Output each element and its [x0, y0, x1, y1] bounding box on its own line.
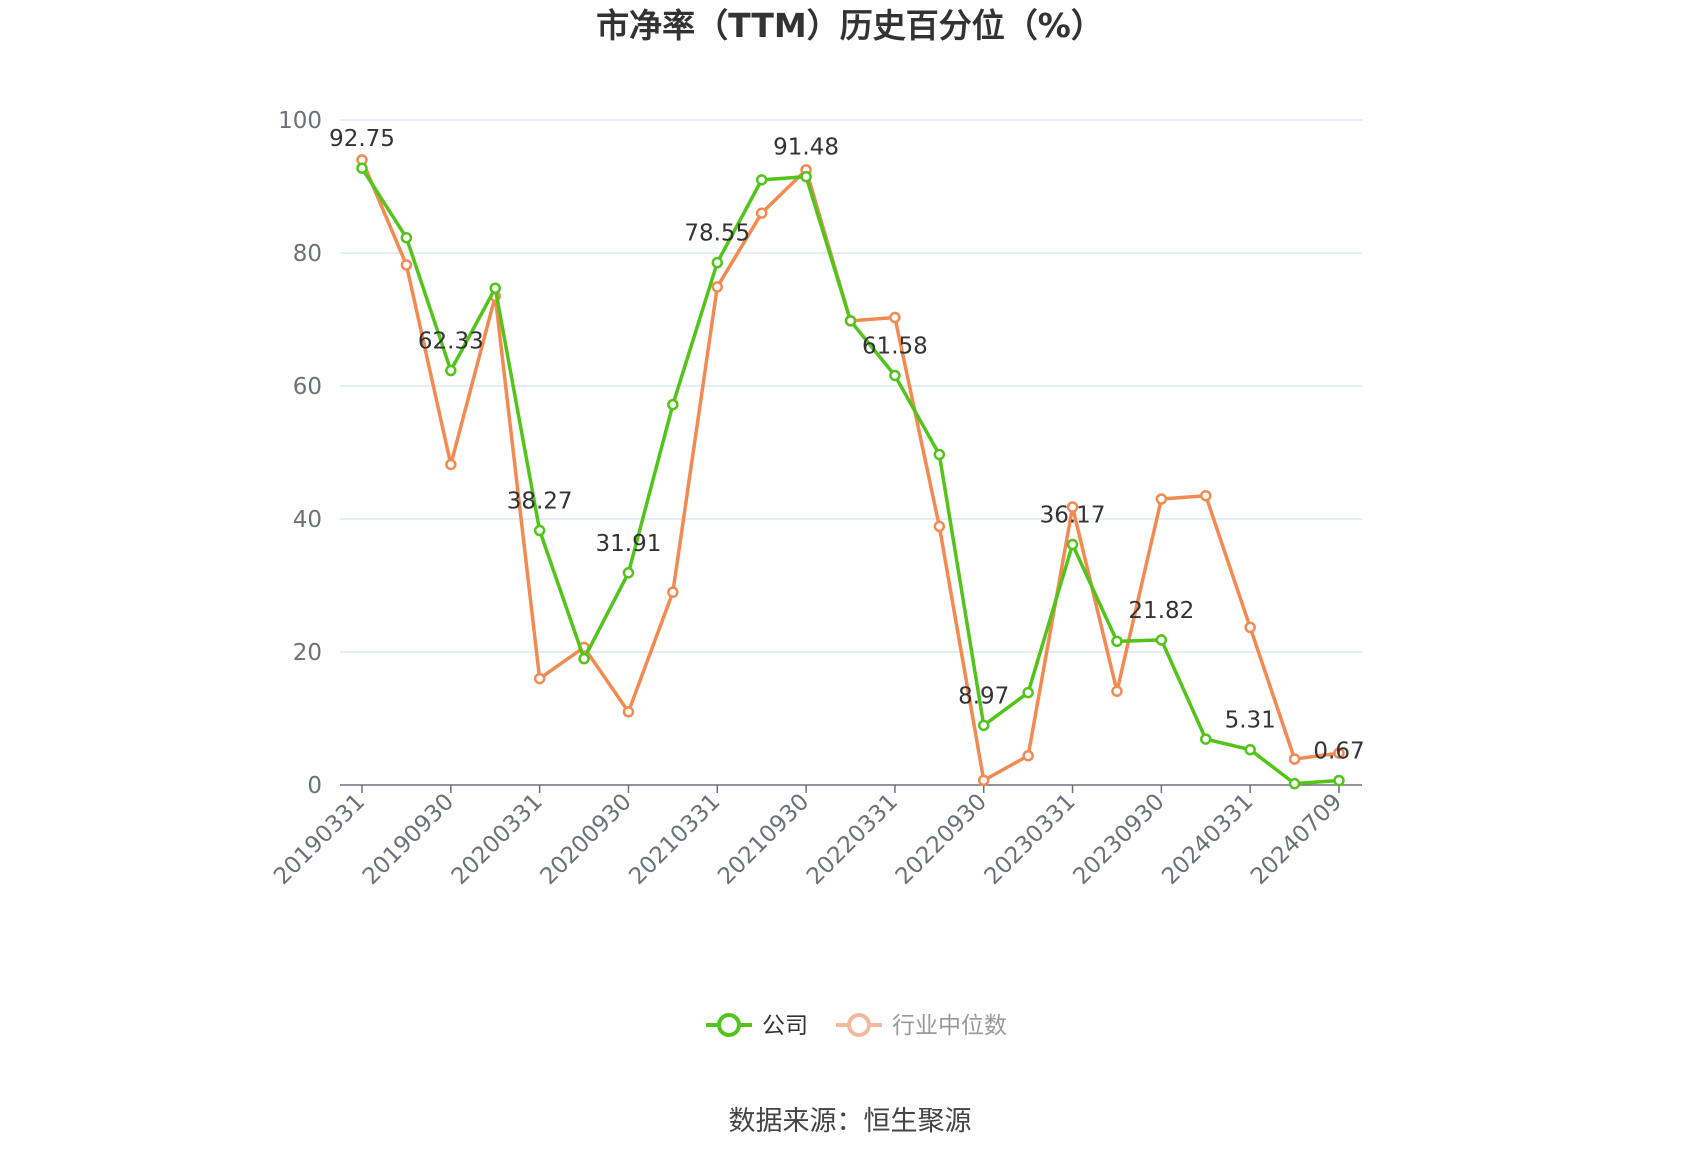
axes: 0 20 40 60 80 100 2019033120190930202003312020…: [269, 108, 1362, 890]
company-data-point[interactable]: [933, 448, 946, 461]
company-data-point[interactable]: [667, 398, 679, 411]
industry-data-point[interactable]: [667, 586, 679, 598]
company-data-point[interactable]: [1244, 743, 1256, 756]
data-labels: 92.75 62.33 38.27 31.91 78.55 91.48 61.58 8.97 3…: [329, 126, 1365, 764]
x-tick-label: 20200930: [536, 789, 637, 890]
company-data-point[interactable]: [356, 162, 368, 174]
x-tick-label: 20230930: [1068, 789, 1169, 890]
x-tick-label: 20210930: [713, 789, 814, 890]
industry-data-point[interactable]: [889, 311, 901, 324]
company-data-label: 61.58: [862, 333, 928, 359]
company-data-point[interactable]: [400, 231, 413, 244]
y-tick-label: 0: [307, 773, 322, 799]
company-data-label: 38.27: [507, 489, 573, 515]
industry-data-point[interactable]: [1200, 489, 1212, 502]
x-tick-label: 20200331: [447, 789, 548, 890]
x-tick-label: 20210331: [624, 789, 725, 890]
company-data-label: 31.91: [596, 531, 662, 557]
legend-industry-marker-icon: [847, 1013, 871, 1037]
company-data-point[interactable]: [1111, 635, 1123, 648]
grid-lines: [340, 119, 1362, 653]
company-data-point[interactable]: [1155, 634, 1168, 646]
y-tick-label: 60: [293, 374, 322, 400]
x-tick-label: 20240331: [1157, 789, 1258, 890]
company-data-point[interactable]: [711, 256, 724, 269]
company-data-point[interactable]: [1200, 733, 1212, 745]
x-tick-label: 20220930: [891, 789, 992, 890]
company-data-label: 92.75: [329, 126, 395, 152]
x-tick-label: 20220331: [802, 789, 903, 890]
industry-data-point[interactable]: [1288, 753, 1301, 765]
y-tick-label: 80: [293, 241, 322, 267]
company-data-point[interactable]: [445, 364, 457, 377]
legend[interactable]: 公司 行业中位数: [706, 1013, 1007, 1039]
company-data-point[interactable]: [533, 524, 546, 537]
industry-data-point[interactable]: [533, 672, 546, 685]
company-data-label: 5.31: [1225, 708, 1276, 734]
company-data-point[interactable]: [1333, 774, 1345, 787]
legend-item-industry[interactable]: 行业中位数: [836, 1013, 1007, 1039]
company-data-label: 62.33: [418, 329, 484, 355]
industry-data-point[interactable]: [711, 281, 724, 293]
industry-data-point[interactable]: [1333, 747, 1345, 759]
company-data-point[interactable]: [1066, 538, 1079, 551]
company-data-point[interactable]: [889, 369, 901, 382]
company-series-line: [360, 166, 1341, 786]
x-tick-label: 20190930: [358, 789, 459, 890]
industry-data-point[interactable]: [1022, 749, 1034, 762]
company-data-point[interactable]: [755, 174, 768, 186]
company-data-point[interactable]: [1022, 686, 1034, 699]
company-data-label: 78.55: [684, 221, 750, 247]
y-tick-label: 40: [293, 507, 322, 533]
legend-item-company[interactable]: 公司: [706, 1013, 808, 1039]
industry-data-point[interactable]: [1066, 501, 1079, 513]
legend-company-marker-icon: [717, 1013, 741, 1037]
y-tick-label: 100: [278, 108, 322, 134]
chart-title: 市净率（TTM）历史百分位（%）: [596, 6, 1104, 45]
industry-data-point[interactable]: [933, 520, 946, 533]
x-tick-label: 20230331: [980, 789, 1081, 890]
industry-data-point[interactable]: [622, 706, 635, 718]
company-data-label: 91.48: [773, 135, 839, 161]
industry-data-point[interactable]: [1155, 493, 1168, 505]
company-data-point[interactable]: [489, 282, 501, 294]
industry-data-point[interactable]: [977, 774, 990, 787]
company-data-label: 36.17: [1040, 502, 1106, 528]
industry-data-point[interactable]: [445, 458, 457, 471]
series-lines: [356, 154, 1345, 790]
x-tick-label: 20240709: [1246, 789, 1347, 890]
industry-data-point[interactable]: [1111, 685, 1123, 697]
industry-data-point[interactable]: [755, 207, 768, 219]
legend-company-label: 公司: [762, 1013, 808, 1039]
company-data-point[interactable]: [977, 719, 990, 732]
company-data-point[interactable]: [844, 315, 857, 327]
industry-data-point[interactable]: [400, 259, 413, 271]
industry-data-point[interactable]: [1244, 621, 1256, 634]
company-data-point[interactable]: [622, 567, 635, 579]
y-tick-label: 20: [293, 640, 322, 666]
company-data-label: 8.97: [958, 683, 1009, 709]
legend-industry-label: 行业中位数: [892, 1013, 1007, 1039]
company-data-point[interactable]: [578, 652, 590, 665]
company-data-point[interactable]: [800, 170, 812, 183]
company-data-label: 21.82: [1128, 598, 1194, 624]
data-source-note: 数据来源：恒生聚源: [729, 1106, 972, 1137]
company-data-point[interactable]: [1288, 777, 1301, 790]
x-tick-label: 20190331: [269, 789, 370, 890]
company-data-label: 0.67: [1313, 739, 1364, 765]
